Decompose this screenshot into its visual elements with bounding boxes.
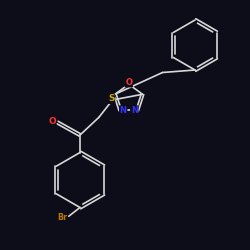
Text: O: O (48, 117, 56, 126)
Text: S: S (108, 94, 114, 103)
Text: N: N (131, 106, 138, 115)
Text: N: N (120, 106, 127, 115)
Text: O: O (125, 78, 132, 87)
Text: Br: Br (57, 214, 67, 222)
